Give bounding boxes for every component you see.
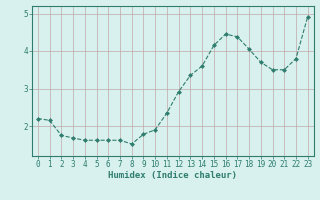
X-axis label: Humidex (Indice chaleur): Humidex (Indice chaleur) — [108, 171, 237, 180]
